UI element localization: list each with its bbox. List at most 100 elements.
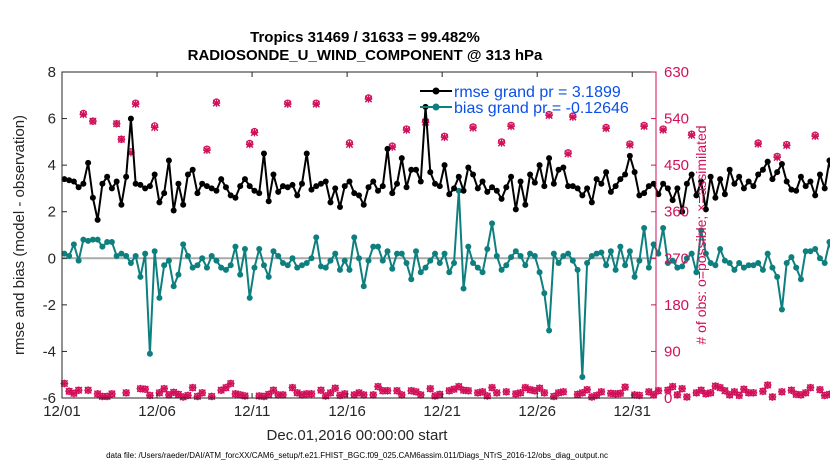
x-tick-label: 12/01 <box>43 403 81 420</box>
bias-layer <box>61 187 830 381</box>
obs-assimilated-point <box>207 392 216 401</box>
rmse-point <box>184 171 191 178</box>
obs-assimilated-point <box>735 391 743 400</box>
bias-point <box>517 252 524 259</box>
obs-assimilated-point <box>497 139 506 147</box>
bias-point <box>588 252 595 259</box>
bias-point <box>541 290 548 297</box>
bias-point <box>336 266 343 273</box>
obs-assimilated-point <box>89 117 97 125</box>
obs-assimilated-point <box>811 132 820 141</box>
bias-point <box>327 257 334 264</box>
obs-assimilated-point <box>759 387 767 396</box>
rmse-point <box>151 171 158 178</box>
bias-point <box>127 259 134 266</box>
bias-point <box>465 243 472 250</box>
bias-point <box>522 262 529 269</box>
rmse-point <box>260 150 267 157</box>
rmse-point <box>536 162 543 169</box>
obs-assimilated-point <box>569 113 577 121</box>
y-left-tick-label: -2 <box>43 297 56 314</box>
rmse-point <box>313 183 320 190</box>
bias-point <box>793 264 800 271</box>
rmse-point <box>203 183 210 190</box>
obs-assimilated-point <box>84 386 92 395</box>
bias-point <box>512 248 519 255</box>
rmse-point <box>541 183 548 190</box>
bias-point <box>740 264 747 271</box>
bias-point <box>360 283 367 290</box>
obs-assimilated-point <box>108 390 116 398</box>
bias-point <box>251 264 258 271</box>
obs-assimilated-point <box>621 383 629 391</box>
obs-assimilated-point <box>112 119 121 128</box>
rmse-point <box>104 173 111 180</box>
obs-assimilated-point <box>345 140 354 149</box>
bias-point <box>470 259 477 266</box>
rmse-point <box>826 157 830 164</box>
y-left-tick-label: 0 <box>48 250 56 267</box>
legend: rmse grand pr = 3.1899 bias grand pr = -… <box>420 84 629 117</box>
y-left-tick-label: 8 <box>48 64 56 81</box>
rmse-point <box>660 180 667 187</box>
bias-point <box>351 234 358 241</box>
bias-point <box>85 237 92 244</box>
rmse-point <box>731 180 738 187</box>
rmse-point <box>759 166 766 173</box>
rmse-point <box>607 188 614 195</box>
bias-point <box>146 350 153 357</box>
rmse-point <box>797 173 804 180</box>
rmse-point <box>726 166 733 173</box>
bias-point <box>508 254 515 261</box>
bias-point <box>821 259 828 266</box>
bias-point <box>560 252 567 259</box>
bias-point <box>99 243 106 250</box>
rmse-point <box>146 183 153 190</box>
legend-bias-label: bias grand pr = -0.12646 <box>454 100 629 117</box>
rmse-point <box>655 191 662 198</box>
obs-assimilated-point <box>279 391 287 399</box>
rmse-point <box>308 186 315 193</box>
rmse-point <box>441 162 448 169</box>
rmse-point <box>631 169 638 176</box>
rmse-point <box>170 207 177 214</box>
y-left-tick-label: 4 <box>48 157 56 174</box>
rmse-point <box>294 192 301 199</box>
bias-point <box>736 259 743 266</box>
rmse-point <box>270 171 277 178</box>
legend-bias-marker <box>432 103 440 111</box>
bias-point <box>764 250 771 257</box>
y-right-tick-label: 450 <box>664 157 689 174</box>
rmse-point <box>246 183 253 190</box>
obs-assimilated-point <box>768 393 777 401</box>
bias-point <box>265 273 272 280</box>
bias-point <box>199 255 206 262</box>
rmse-point <box>408 166 415 173</box>
bias-point <box>246 294 253 301</box>
bias-point <box>612 266 619 273</box>
rmse-point <box>693 192 700 199</box>
bias-point <box>417 269 424 276</box>
obs-assimilated-point <box>782 141 791 150</box>
rmse-point <box>721 191 728 198</box>
bias-point <box>142 250 149 257</box>
bias-point <box>432 250 439 257</box>
bias-point <box>550 250 557 257</box>
rmse-point <box>289 181 296 188</box>
y-right-tick-label: 270 <box>664 250 689 267</box>
rmse-layer <box>61 103 830 223</box>
rmse-point <box>208 185 215 192</box>
rmse-point <box>398 155 405 162</box>
bias-point <box>375 243 382 250</box>
bias-point <box>346 266 353 273</box>
rmse-point <box>298 180 305 187</box>
bias-point <box>213 257 220 264</box>
rmse-point <box>70 178 77 185</box>
bias-point <box>118 250 125 257</box>
rmse-point <box>588 199 595 206</box>
obs-assimilated-point <box>454 382 463 391</box>
bias-point <box>298 262 305 269</box>
rmse-point <box>698 178 705 185</box>
obs-assimilated-point <box>778 387 786 396</box>
obs-assimilated-point <box>359 391 368 399</box>
